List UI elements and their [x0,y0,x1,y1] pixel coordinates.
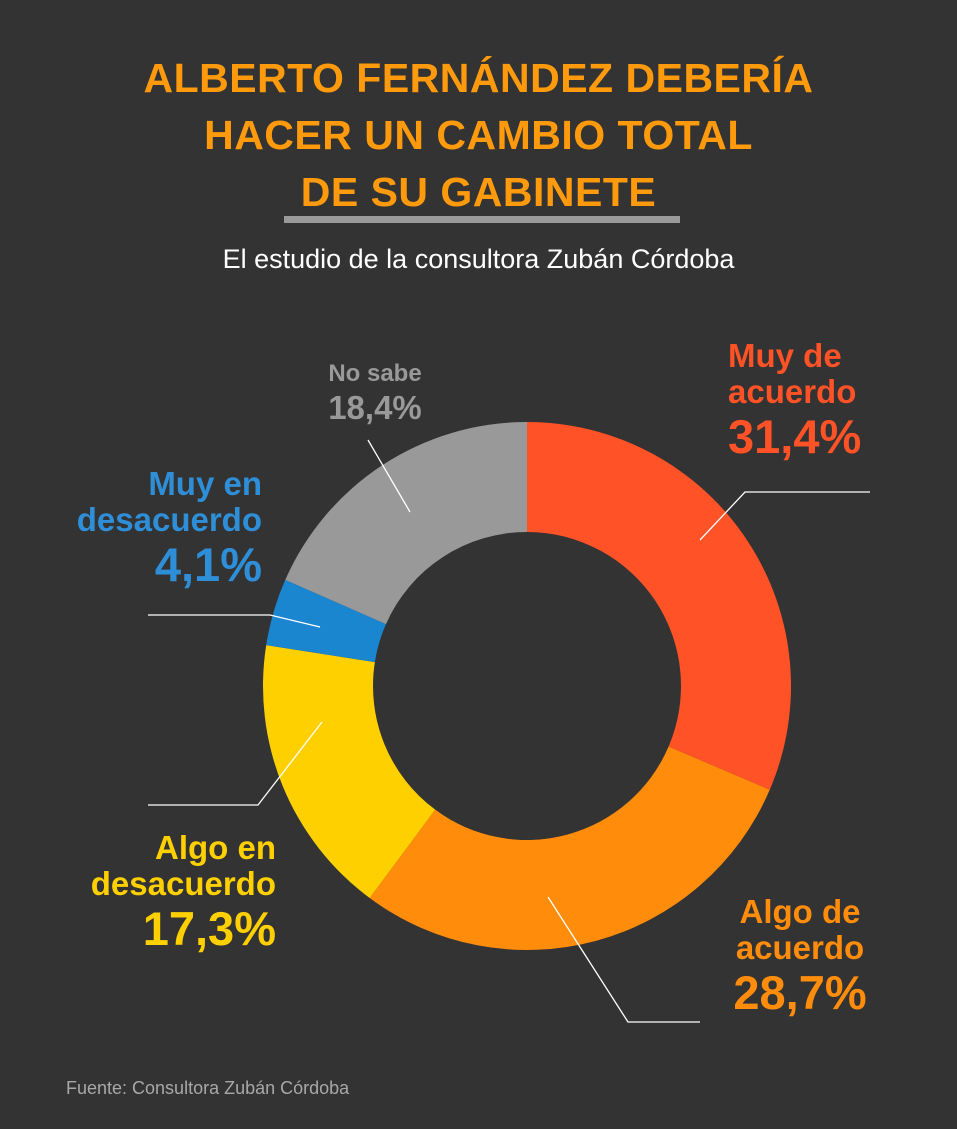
slice-label: Algo de [739,893,861,930]
slice-label: acuerdo [728,373,857,410]
source-note: Fuente: Consultora Zubán Córdoba [66,1078,350,1098]
chart-title: ALBERTO FERNÁNDEZ DEBERÍA HACER UN CAMBI… [0,50,957,221]
slice-value: 4,1% [154,538,262,591]
donut-slice-no-sabe [285,422,527,625]
label-muy-de-acuerdo: Muy de acuerdo 31,4% [728,338,861,464]
label-algo-de-acuerdo: Algo de acuerdo 28,7% [700,894,900,1020]
leader-line [148,721,323,806]
slice-label: Muy en [148,465,262,502]
slice-label: Algo en [155,829,276,866]
label-no-sabe: No sabe 18,4% [300,360,450,428]
slice-value: 18,4% [328,389,422,426]
leader-line [148,614,321,628]
slice-value: 31,4% [728,410,862,463]
slice-label: desacuerdo [76,501,262,538]
slice-label: desacuerdo [90,865,276,902]
label-muy-en-desacuerdo: Muy en desacuerdo 4,1% [40,466,262,592]
chart-subtitle: El estudio de la consultora Zubán Córdob… [222,244,735,274]
leader-line [367,439,411,513]
donut-slice-algo-de-acuerdo [369,746,770,950]
donut-slice-algo-en-desacuerdo [263,645,436,899]
slice-value: 17,3% [142,902,276,955]
slice-value: 28,7% [733,966,867,1019]
slice-label: Muy de [728,337,842,374]
title-divider [284,216,680,223]
leader-line [547,896,700,1023]
title-line: HACER UN CAMBIO TOTAL [204,112,753,158]
slice-label: acuerdo [735,929,865,966]
title-line: ALBERTO FERNÁNDEZ DEBERÍA [143,55,814,101]
donut-slice-muy-en-desacuerdo [266,579,386,663]
slice-label: No sabe [328,360,422,387]
donut-slice-muy-de-acuerdo [527,422,792,790]
title-line: DE SU GABINETE [300,169,657,215]
leader-line [699,491,870,541]
label-algo-en-desacuerdo: Algo en desacuerdo 17,3% [40,830,276,956]
